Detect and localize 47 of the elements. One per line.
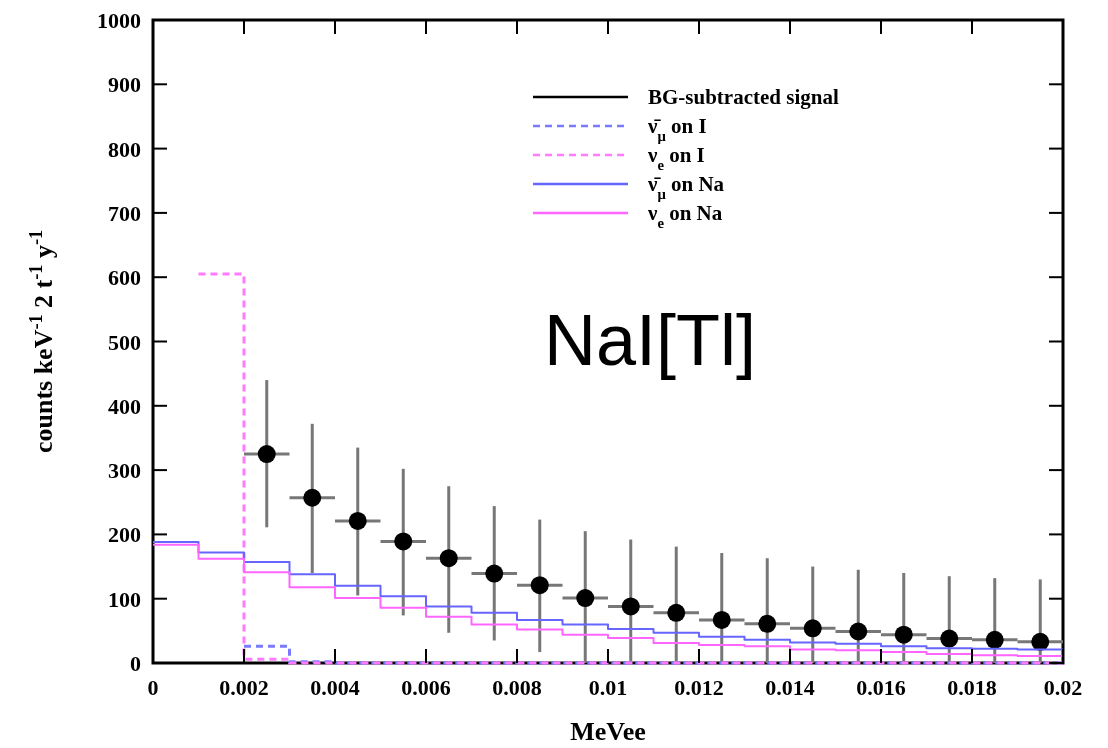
y-tick-label: 100: [108, 586, 141, 612]
point: [348, 511, 367, 530]
x-tick-label: 0: [147, 675, 159, 700]
point: [303, 488, 322, 507]
point: [849, 622, 868, 641]
y-tick-label: 1000: [97, 8, 141, 33]
x-tick-label: 0.018: [947, 675, 997, 700]
point: [712, 610, 731, 629]
y-tick-label: 600: [108, 265, 141, 291]
x-tick-label: 0.016: [856, 675, 906, 700]
legend-label: ν$_{e}$ on Na: [647, 201, 723, 231]
legend-label: ν̄$_{μ}$ on I: [647, 114, 707, 144]
x-tick-label: 0.006: [401, 675, 451, 700]
y-tick-label: 400: [108, 393, 141, 419]
point: [803, 619, 822, 638]
annotation: NaI[Tl]: [543, 300, 757, 380]
legend-label: BG-subtracted signal: [648, 85, 839, 109]
legend-label: ν̄$_{μ}$ on Na: [647, 172, 725, 202]
y-tick-label: 200: [108, 522, 141, 548]
point: [1031, 632, 1050, 651]
y-tick-label: 900: [108, 72, 141, 98]
point: [758, 614, 777, 633]
x-tick-label: 0.008: [492, 675, 542, 700]
point: [940, 629, 959, 648]
y-tick-label: 0: [130, 651, 141, 676]
point: [485, 564, 504, 583]
point: [530, 576, 549, 595]
point: [257, 445, 276, 464]
legend-label: ν$_{e}$ on I: [647, 143, 705, 173]
point: [576, 589, 595, 608]
x-tick-label: 0.01: [588, 675, 628, 700]
y-tick-label: 800: [108, 136, 141, 162]
y-tick-label: 500: [108, 329, 141, 355]
x-axis-title: MeVee: [570, 717, 646, 746]
point: [894, 625, 913, 644]
point: [439, 549, 458, 568]
x-tick-label: 0.004: [310, 675, 360, 700]
x-tick-label: 0.02: [1043, 675, 1083, 700]
y-tick-label: 300: [108, 458, 141, 484]
x-tick-label: 0.002: [219, 675, 269, 700]
y-tick-label: 700: [108, 200, 141, 226]
point: [667, 603, 686, 622]
point: [621, 597, 640, 616]
x-tick-label: 0.014: [765, 675, 815, 700]
point: [985, 630, 1004, 649]
x-tick-label: 0.012: [674, 675, 724, 700]
point: [394, 532, 413, 551]
